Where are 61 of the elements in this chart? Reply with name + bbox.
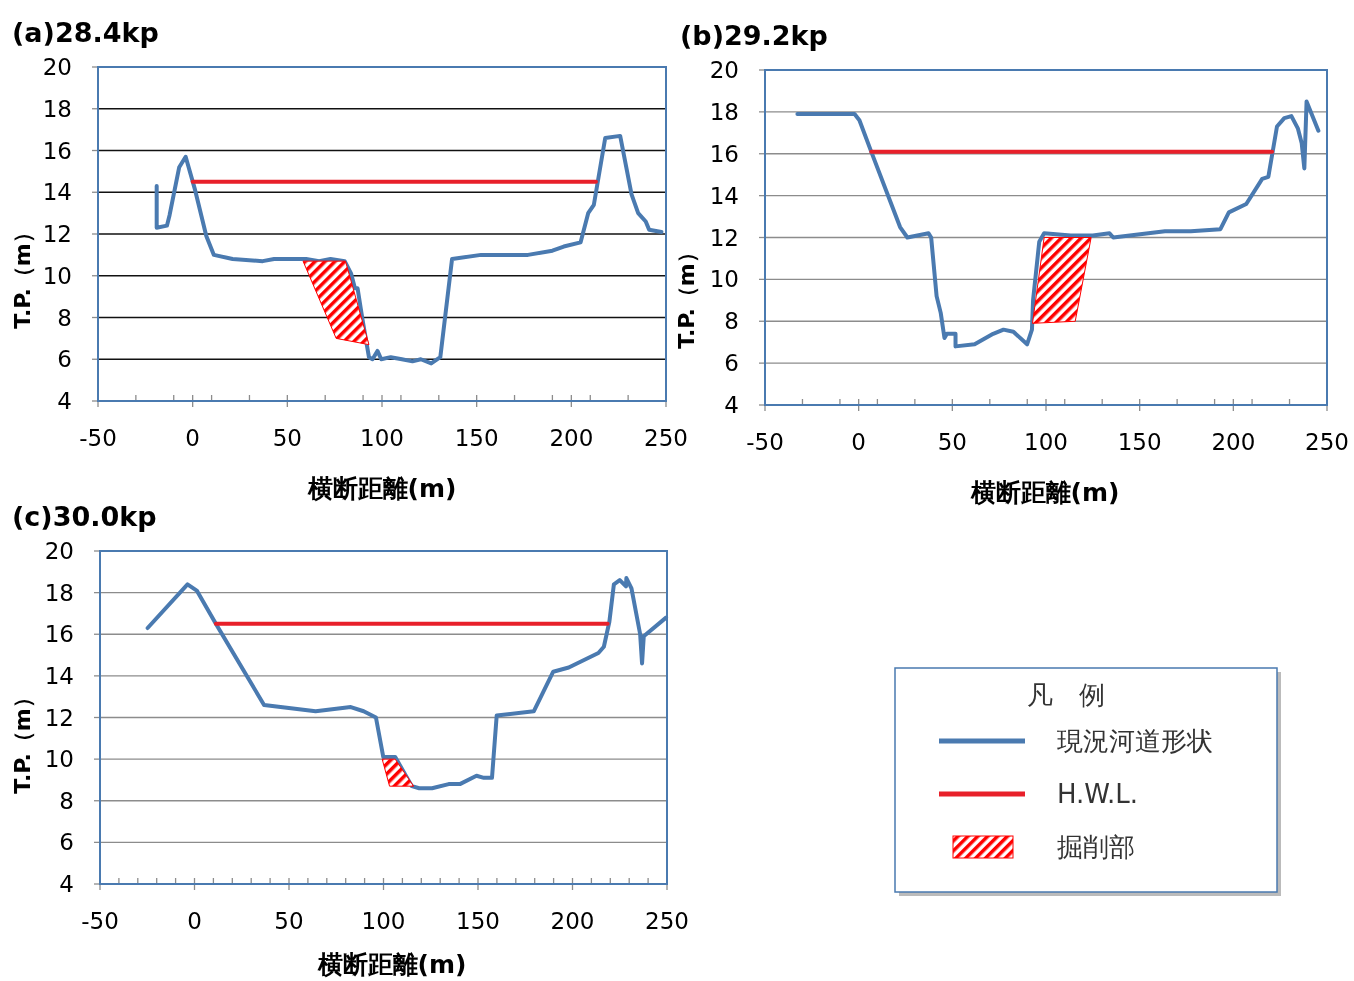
x-tick-label: 100 [360, 425, 404, 451]
x-tick-label: 100 [1024, 429, 1068, 455]
x-tick-label: 150 [1117, 429, 1162, 455]
legend-label: 現況河道形状 [1057, 726, 1213, 756]
x-tick-label: -50 [79, 425, 117, 451]
y-tick-label: 6 [59, 829, 74, 856]
y-tick-label: 18 [44, 579, 74, 606]
x-tick-label: 150 [454, 425, 499, 451]
legend-title: 凡 例 [1027, 680, 1105, 710]
x-tick-label: 50 [937, 429, 967, 455]
x-tick-label: 0 [185, 425, 200, 451]
x-tick-label: 50 [274, 908, 304, 934]
y-tick-label: 12 [42, 221, 72, 247]
y-tick-label: 8 [57, 304, 72, 331]
y-tick-label: 4 [57, 388, 72, 414]
y-tick-label: 8 [724, 308, 739, 335]
legend-label: H.W.L. [1057, 779, 1139, 809]
x-tick-label: 250 [1305, 429, 1349, 455]
y-tick-label: 16 [709, 140, 739, 167]
x-tick-label: 100 [361, 908, 406, 934]
x-tick-label: 0 [187, 908, 202, 934]
chart-title: (c)30.0kp [12, 501, 157, 532]
y-tick-label: 10 [44, 746, 74, 773]
y-tick-label: 18 [42, 95, 72, 122]
chart-title: (b)29.2kp [680, 20, 828, 51]
x-axis-title: 横断距離(m) [969, 478, 1120, 507]
x-axis-title: 横断距離(m) [306, 474, 457, 503]
y-axis-title: T.P.（m） [674, 241, 699, 349]
y-tick-label: 10 [709, 266, 739, 293]
y-tick-label: 18 [709, 98, 739, 125]
x-tick-label: 150 [456, 908, 500, 934]
x-tick-label: 200 [1211, 429, 1256, 455]
y-tick-label: 4 [724, 392, 739, 418]
y-tick-label: 14 [42, 179, 72, 206]
y-tick-label: 6 [57, 346, 72, 373]
y-tick-label: 20 [709, 57, 739, 83]
x-tick-label: 200 [550, 908, 595, 934]
y-tick-label: 14 [709, 182, 739, 209]
y-tick-label: 4 [59, 871, 74, 897]
x-tick-label: -50 [81, 908, 119, 934]
y-tick-label: 16 [42, 137, 72, 164]
x-tick-label: 0 [851, 429, 866, 455]
y-tick-label: 16 [44, 621, 74, 648]
y-tick-label: 12 [709, 224, 739, 251]
y-tick-label: 14 [44, 662, 74, 689]
y-tick-label: 10 [42, 262, 72, 289]
x-tick-label: -50 [746, 429, 784, 455]
y-axis-title: T.P.（m） [10, 221, 35, 329]
x-tick-label: 250 [644, 425, 688, 451]
x-axis-title: 横断距離(m) [316, 950, 467, 979]
y-tick-label: 20 [44, 538, 74, 564]
y-tick-label: 6 [724, 350, 739, 377]
chart-title: (a)28.4kp [12, 17, 159, 48]
x-tick-label: 50 [272, 425, 302, 451]
text: 掘削部 [1057, 832, 1135, 862]
x-tick-label: 250 [645, 908, 689, 934]
y-tick-label: 20 [42, 54, 72, 80]
y-tick-label: 8 [59, 787, 74, 814]
y-tick-label: 12 [44, 704, 74, 731]
y-axis-title: T.P.（m） [10, 686, 35, 794]
x-tick-label: 200 [549, 425, 594, 451]
